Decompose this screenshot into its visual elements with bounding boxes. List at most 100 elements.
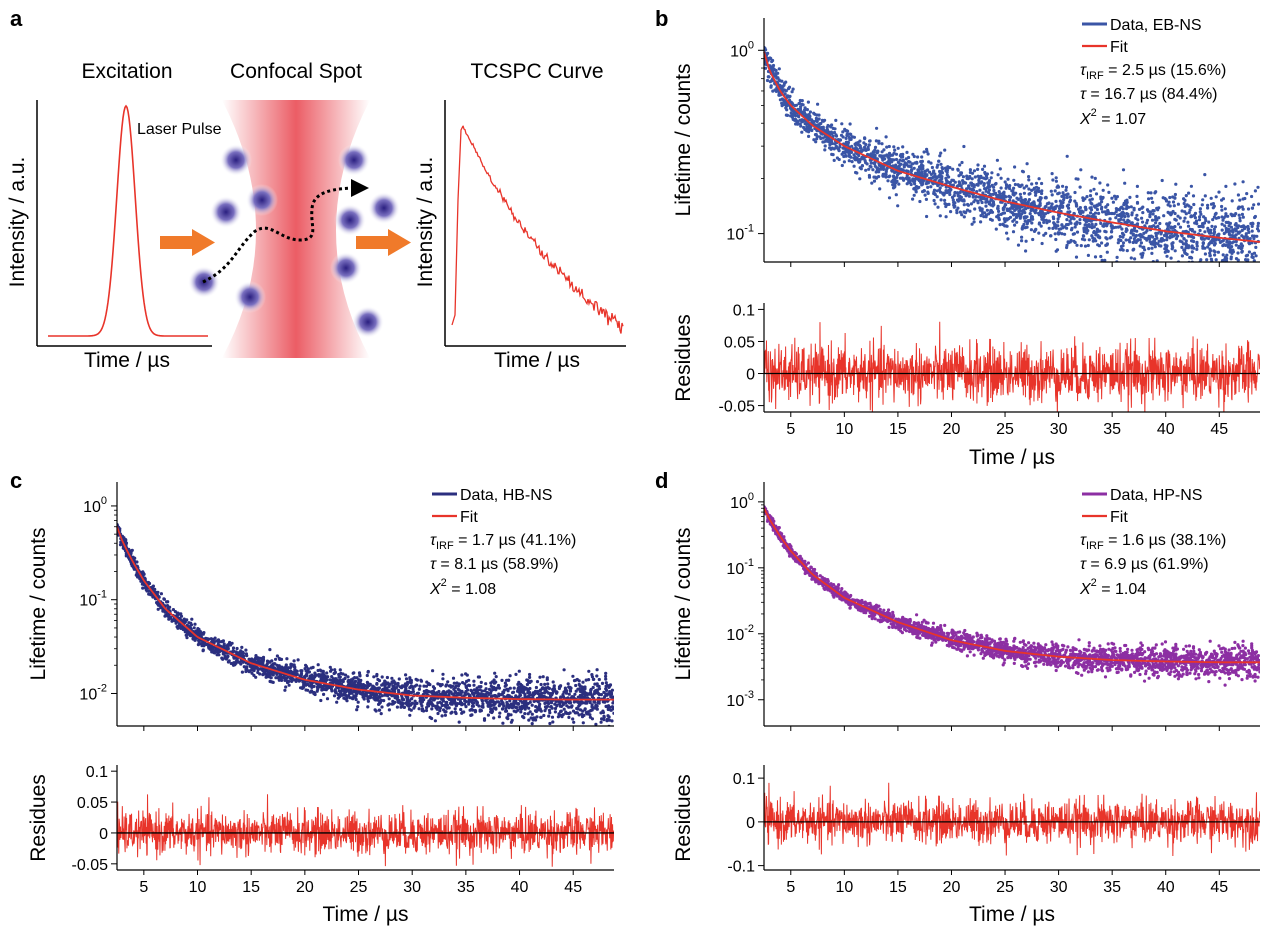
data-point bbox=[943, 198, 947, 202]
data-point bbox=[1208, 264, 1211, 267]
data-point bbox=[1176, 214, 1180, 218]
data-point bbox=[355, 684, 359, 688]
data-point bbox=[1184, 194, 1188, 198]
data-point bbox=[1230, 277, 1233, 280]
data-point bbox=[1184, 251, 1188, 256]
data-point bbox=[1081, 234, 1085, 238]
data-point bbox=[1051, 215, 1055, 219]
data-point bbox=[981, 191, 985, 195]
data-point bbox=[358, 680, 362, 684]
data-point bbox=[1155, 218, 1159, 222]
data-point bbox=[1240, 245, 1244, 249]
data-point bbox=[1073, 190, 1077, 195]
data-point bbox=[424, 691, 428, 696]
data-point bbox=[1037, 231, 1041, 235]
data-point bbox=[1221, 197, 1225, 201]
data-point bbox=[372, 675, 376, 679]
data-point bbox=[528, 710, 532, 714]
data-point bbox=[612, 711, 614, 715]
data-point bbox=[1125, 212, 1129, 216]
data-point bbox=[872, 150, 876, 154]
data-point bbox=[1123, 215, 1127, 219]
data-point bbox=[396, 700, 400, 704]
data-point bbox=[434, 706, 438, 710]
data-point bbox=[1238, 219, 1242, 223]
data-point bbox=[457, 688, 461, 692]
orange-arrow-icon bbox=[356, 229, 411, 256]
data-point bbox=[1024, 249, 1028, 253]
particle-icon bbox=[220, 144, 252, 176]
data-point bbox=[183, 629, 188, 634]
data-point bbox=[1250, 206, 1254, 210]
data-point bbox=[1194, 270, 1197, 273]
data-point bbox=[1256, 185, 1260, 189]
data-point bbox=[1078, 210, 1082, 214]
data-point bbox=[543, 682, 547, 687]
data-point bbox=[884, 172, 888, 176]
data-point bbox=[806, 128, 810, 133]
data-point bbox=[864, 168, 868, 172]
data-point bbox=[1069, 221, 1073, 225]
data-point bbox=[533, 692, 537, 696]
data-point bbox=[1186, 220, 1190, 224]
data-point bbox=[849, 137, 853, 141]
data-point bbox=[1221, 276, 1224, 279]
data-point bbox=[958, 190, 962, 194]
data-point bbox=[518, 693, 523, 697]
data-point bbox=[1095, 207, 1099, 212]
data-point bbox=[507, 706, 511, 710]
data-point bbox=[982, 183, 986, 187]
data-point bbox=[1251, 273, 1254, 276]
data-point bbox=[606, 704, 611, 708]
data-point bbox=[587, 678, 591, 682]
data-point bbox=[344, 673, 348, 677]
data-point bbox=[847, 151, 851, 155]
data-point bbox=[778, 79, 782, 83]
data-point bbox=[587, 669, 591, 673]
data-point bbox=[947, 202, 951, 206]
data-point bbox=[549, 705, 553, 709]
data-point bbox=[526, 712, 530, 716]
data-point bbox=[994, 227, 998, 231]
data-point bbox=[1033, 211, 1037, 215]
data-point bbox=[337, 672, 341, 677]
data-point bbox=[1173, 217, 1177, 221]
data-point bbox=[991, 200, 995, 204]
data-point bbox=[838, 145, 842, 149]
data-point bbox=[1091, 239, 1095, 243]
data-point bbox=[824, 138, 828, 142]
data-point bbox=[523, 695, 527, 699]
data-point bbox=[1229, 248, 1234, 253]
data-point bbox=[428, 715, 432, 720]
data-point bbox=[247, 657, 251, 661]
data-point bbox=[989, 176, 993, 180]
data-point bbox=[478, 688, 482, 692]
data-point bbox=[1159, 232, 1163, 236]
data-point bbox=[1085, 231, 1089, 235]
data-point bbox=[401, 698, 405, 702]
data-point bbox=[885, 161, 889, 165]
data-point bbox=[948, 189, 952, 194]
data-point bbox=[1040, 189, 1044, 193]
data-point bbox=[466, 688, 470, 692]
data-point bbox=[1125, 220, 1130, 224]
data-point bbox=[1150, 251, 1154, 255]
data-point bbox=[1014, 206, 1018, 210]
data-point bbox=[1166, 203, 1170, 207]
data-point bbox=[296, 658, 300, 662]
data-point bbox=[1014, 191, 1018, 195]
data-point bbox=[595, 682, 599, 686]
data-point bbox=[287, 683, 291, 687]
data-point bbox=[835, 156, 840, 160]
data-point bbox=[856, 141, 860, 145]
data-point bbox=[1221, 300, 1224, 303]
data-point bbox=[1216, 250, 1220, 254]
data-point bbox=[453, 707, 457, 711]
data-point bbox=[816, 102, 820, 106]
data-point bbox=[932, 169, 936, 173]
data-point bbox=[901, 152, 905, 156]
data-point bbox=[1117, 218, 1121, 222]
data-point bbox=[1050, 202, 1054, 206]
data-point bbox=[767, 75, 771, 79]
